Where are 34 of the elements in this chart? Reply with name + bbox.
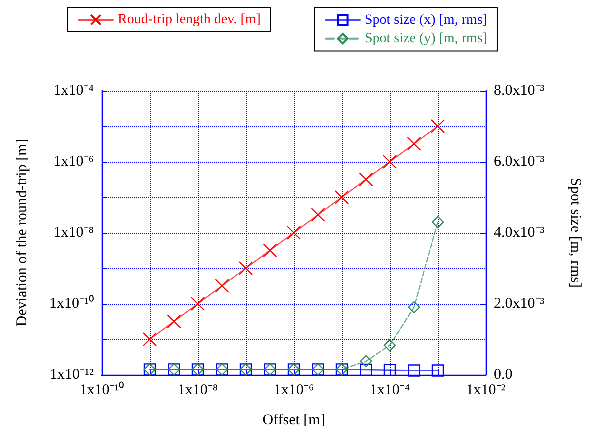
x-tick-label: 1x10⁻⁶ [274,382,314,398]
y2-axis-title: Spot size [m, rms] [568,178,584,288]
point [238,261,254,276]
x-tick-label: 1x10⁻⁸ [178,382,218,398]
y-tick-label: 1x10⁻⁸ [54,225,94,241]
point [407,136,422,152]
point [215,278,230,294]
point [382,154,398,170]
point [334,190,350,205]
y2-tick-label: 8.0x10⁻³ [494,83,546,99]
point [311,208,326,222]
legend-label: Spot size (y) [m, rms] [365,31,488,46]
x-tick-label: 1x10⁻¹⁰ [80,382,124,398]
y-tick-label: 1x10⁻⁴ [54,83,94,99]
legend-label: Roud-trip length dev. [m] [118,12,261,28]
point [359,172,374,187]
x-axis-title: Offset [m] [262,412,326,428]
y2-tick-label: 0.0 [494,367,513,383]
y-tick-label: 1x10⁻¹⁰ [50,295,94,312]
x-tick-label: 1x10⁻² [466,382,506,398]
point [263,243,278,258]
y2-tick-label: 4.0x10⁻³ [494,225,546,241]
y-axis-title: Deviation of the round-trip [m] [14,139,30,327]
y-tick-label: 1x10⁻⁶ [54,154,94,170]
point [190,296,206,312]
point [430,119,446,134]
y2-tick-label: 6.0x10⁻³ [494,154,546,170]
x-tick-label: 1x10⁻⁴ [370,382,410,398]
y-tick-label: 1x10⁻¹² [50,367,94,383]
legend-label: Spot size (x) [m, rms] [365,12,488,28]
point [142,332,158,347]
point [286,226,302,240]
y2-tick-label: 2.0x10⁻³ [494,296,546,312]
point [167,314,182,329]
